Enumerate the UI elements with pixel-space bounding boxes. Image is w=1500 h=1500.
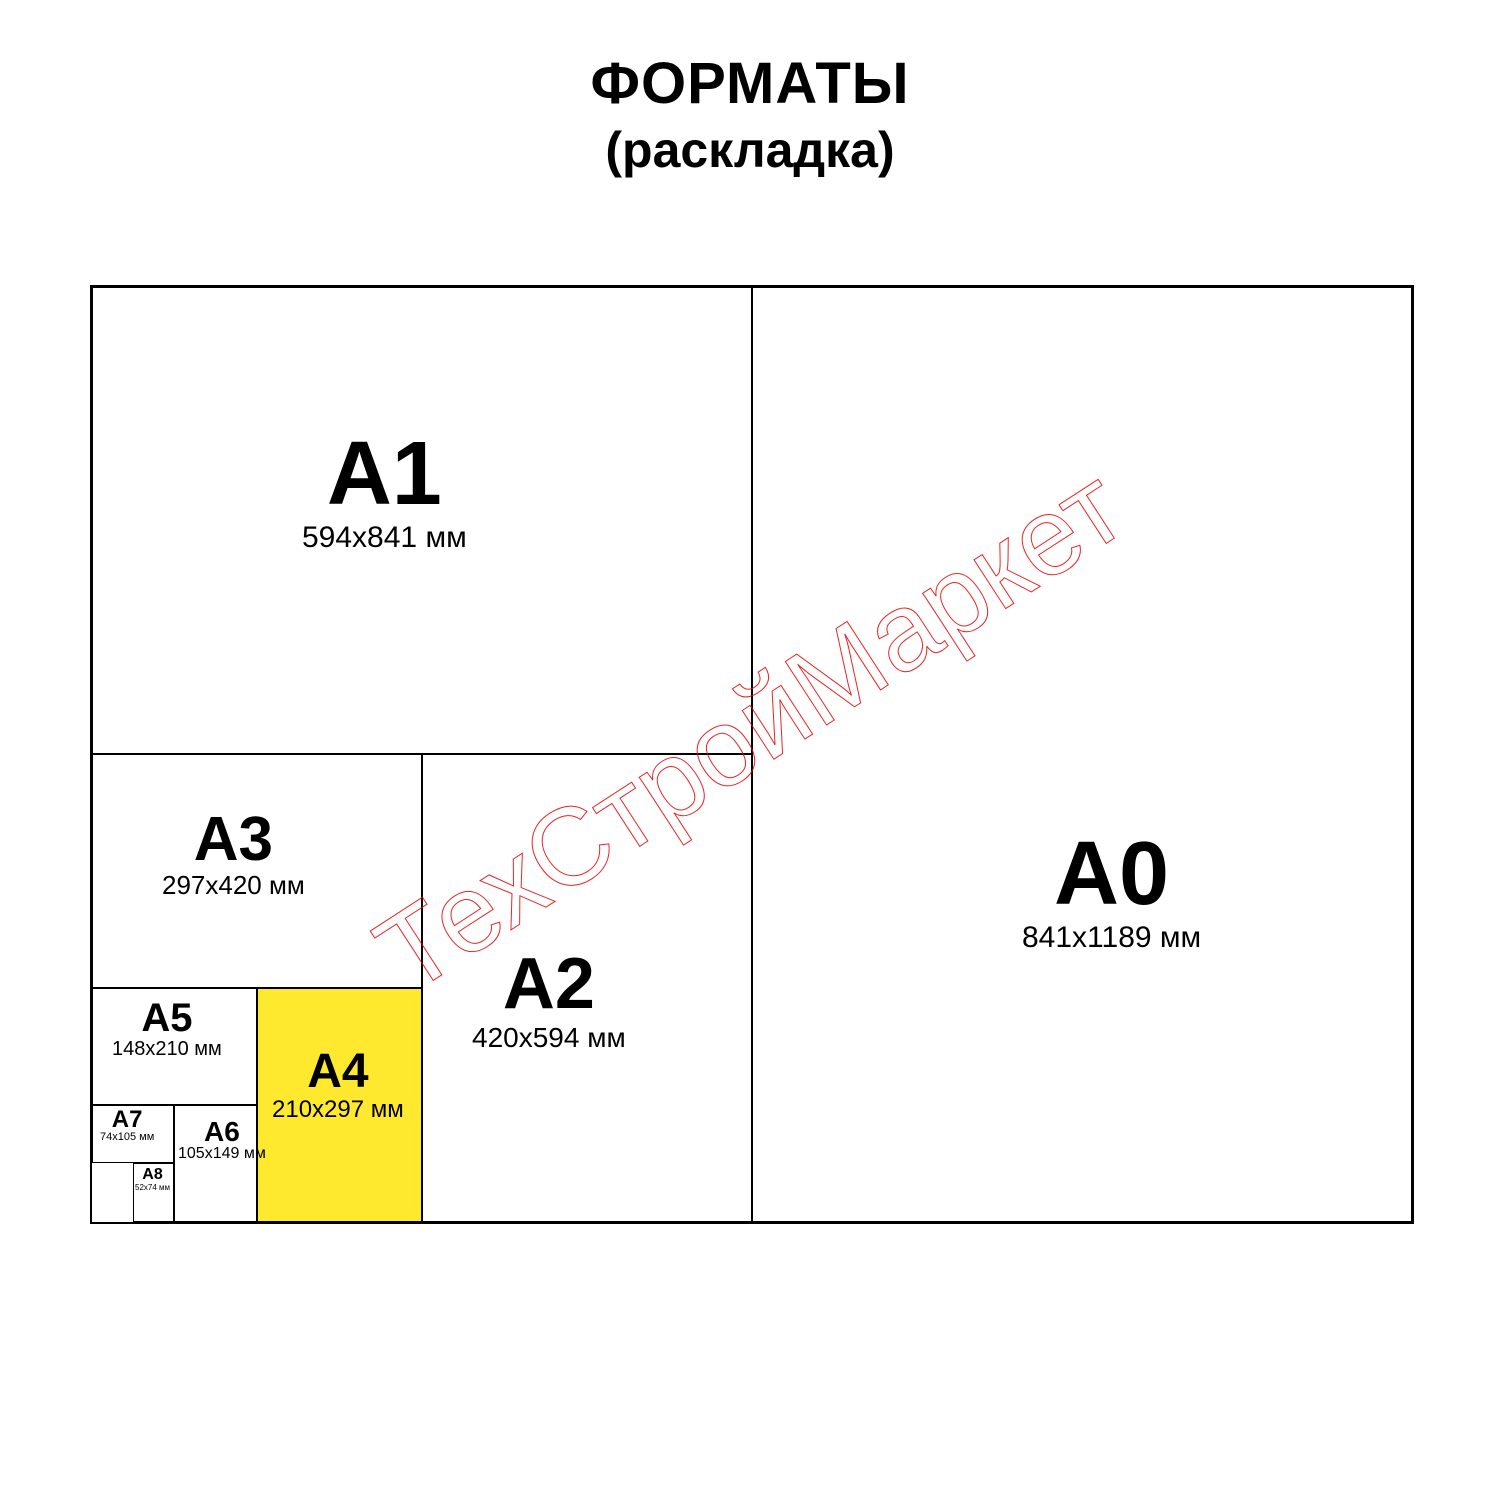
format-label-a4: A4210x297 мм xyxy=(272,1047,404,1123)
format-cell-a0 xyxy=(752,287,1412,1222)
format-label-a5: A5148x210 мм xyxy=(112,997,222,1060)
format-name-a7: A7 xyxy=(100,1107,154,1132)
format-name-a4: A4 xyxy=(272,1047,404,1097)
title-sub: (раскладка) xyxy=(0,121,1500,179)
formats-diagram: A0841x1189 ммA1594x841 ммA2420x594 ммA32… xyxy=(90,285,1414,1224)
format-dims-a2: 420x594 мм xyxy=(472,1023,626,1052)
page: ФОРМАТЫ (раскладка) A0841x1189 мм A1594x8… xyxy=(0,0,1500,1500)
title-block: ФОРМАТЫ (раскладка) xyxy=(0,50,1500,179)
format-name-a2: A2 xyxy=(472,947,626,1023)
format-dims-a6: 105x149 мм xyxy=(178,1146,266,1163)
format-label-a3: A3297x420 мм xyxy=(162,807,305,899)
format-label-a8: A852x74 мм xyxy=(135,1167,170,1192)
format-name-a5: A5 xyxy=(112,997,222,1039)
format-dims-a8: 52x74 мм xyxy=(135,1184,170,1192)
format-label-a7: A774x105 мм xyxy=(100,1107,154,1144)
format-name-a8: A8 xyxy=(135,1167,170,1184)
format-dims-a3: 297x420 мм xyxy=(162,872,305,899)
format-label-a6: A6105x149 мм xyxy=(178,1117,266,1163)
format-dims-a5: 148x210 мм xyxy=(112,1039,222,1060)
format-name-a6: A6 xyxy=(178,1117,266,1146)
format-label-a1: A1594x841 мм xyxy=(302,427,467,553)
format-dims-a7: 74x105 мм xyxy=(100,1132,154,1144)
format-dims-a0: 841x1189 мм xyxy=(1022,922,1201,954)
format-name-a0: A0 xyxy=(1022,827,1201,922)
format-dims-a4: 210x297 мм xyxy=(272,1097,404,1122)
format-dims-a1: 594x841 мм xyxy=(302,522,467,554)
title-main: ФОРМАТЫ xyxy=(0,50,1500,117)
format-label-a0: A0841x1189 мм xyxy=(1022,827,1201,953)
format-label-a2: A2420x594 мм xyxy=(472,947,626,1052)
format-name-a1: A1 xyxy=(302,427,467,522)
format-name-a3: A3 xyxy=(162,807,305,872)
